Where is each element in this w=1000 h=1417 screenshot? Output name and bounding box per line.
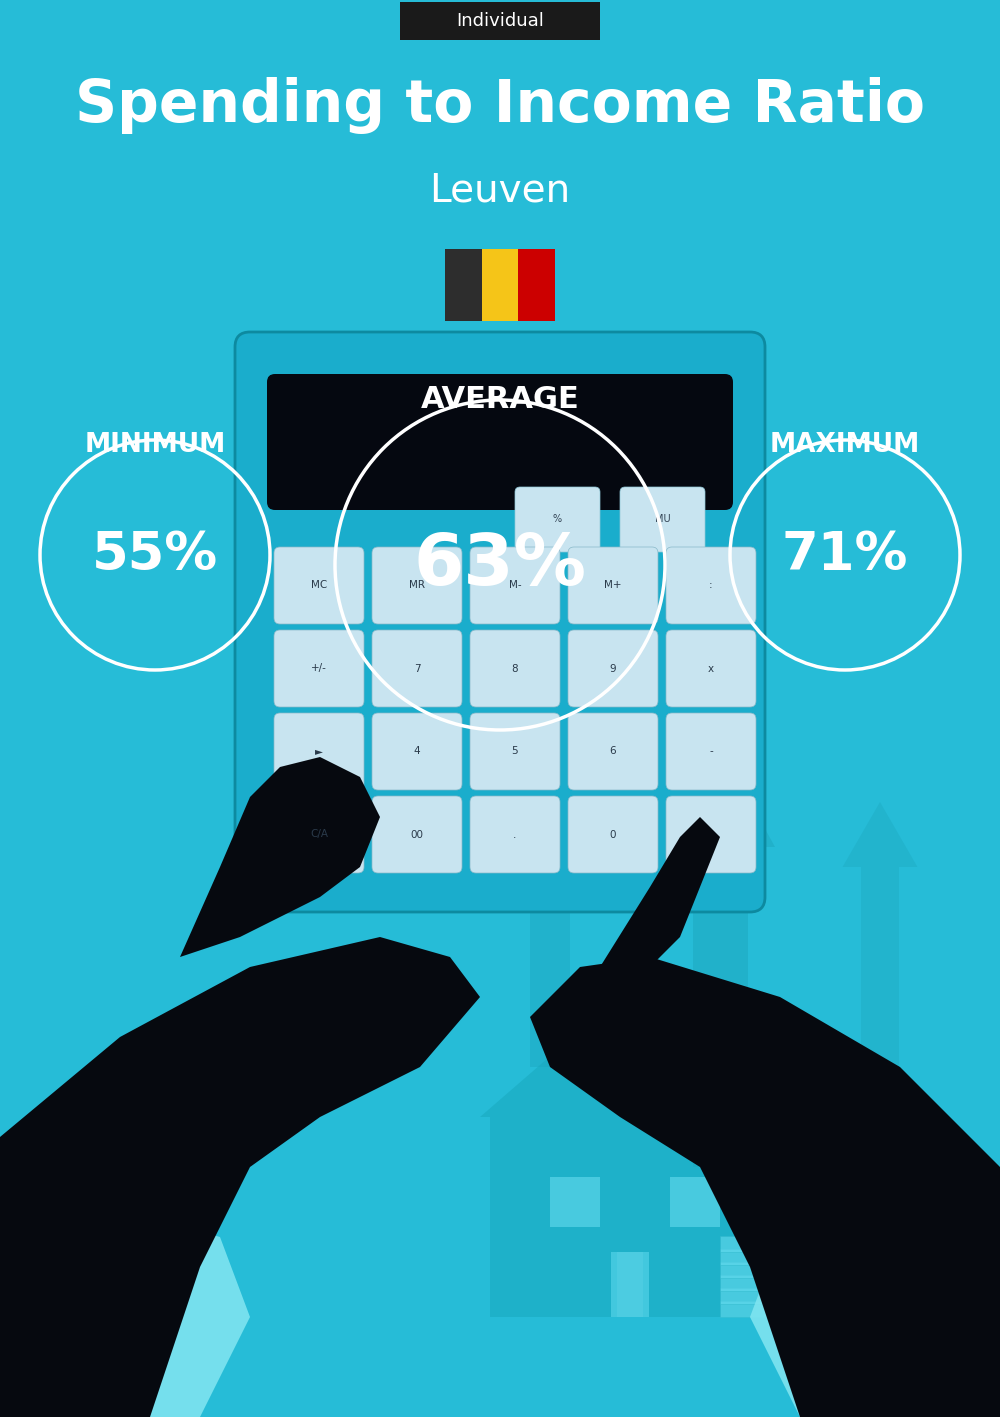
Bar — [482, 249, 518, 322]
FancyBboxPatch shape — [267, 374, 733, 510]
Text: 7: 7 — [414, 663, 420, 673]
Text: C/A: C/A — [310, 829, 328, 839]
Bar — [785, 1152, 815, 1176]
FancyBboxPatch shape — [470, 631, 560, 707]
Bar — [680, 1003, 702, 1058]
Text: MU: MU — [655, 514, 670, 524]
FancyBboxPatch shape — [470, 796, 560, 873]
FancyBboxPatch shape — [568, 547, 658, 623]
Text: MC: MC — [311, 581, 327, 591]
Text: 00: 00 — [411, 829, 424, 839]
Text: M-: M- — [509, 581, 521, 591]
Bar — [720, 1248, 850, 1265]
Bar — [611, 1253, 649, 1316]
Bar — [720, 1275, 850, 1291]
Text: Spending to Income Ratio: Spending to Income Ratio — [75, 77, 925, 133]
Text: x: x — [708, 663, 714, 673]
FancyBboxPatch shape — [372, 631, 462, 707]
Polygon shape — [480, 988, 780, 1117]
Bar — [720, 1288, 850, 1304]
Text: 8: 8 — [512, 663, 518, 673]
FancyBboxPatch shape — [274, 713, 364, 791]
Polygon shape — [180, 757, 380, 956]
Bar — [643, 1253, 649, 1316]
Text: 55%: 55% — [92, 529, 218, 581]
Polygon shape — [530, 956, 1000, 1417]
Polygon shape — [750, 1073, 910, 1146]
Text: 0: 0 — [610, 829, 616, 839]
Bar — [611, 1253, 617, 1316]
Text: Individual: Individual — [456, 11, 544, 30]
FancyBboxPatch shape — [470, 547, 560, 623]
FancyBboxPatch shape — [274, 631, 364, 707]
Bar — [720, 1263, 850, 1278]
Text: 71%: 71% — [782, 529, 908, 581]
Text: 9: 9 — [610, 663, 616, 673]
Text: -: - — [709, 747, 713, 757]
Text: M+: M+ — [604, 581, 622, 591]
Polygon shape — [843, 802, 918, 867]
Bar — [670, 1178, 720, 1227]
Text: $: $ — [899, 1227, 921, 1257]
FancyBboxPatch shape — [372, 796, 462, 873]
Polygon shape — [0, 937, 480, 1417]
Text: 63%: 63% — [414, 530, 586, 599]
Text: %: % — [553, 514, 562, 524]
FancyBboxPatch shape — [470, 713, 560, 791]
Text: 4: 4 — [414, 747, 420, 757]
FancyBboxPatch shape — [568, 796, 658, 873]
FancyBboxPatch shape — [372, 547, 462, 623]
FancyBboxPatch shape — [620, 487, 705, 553]
Bar — [550, 1178, 600, 1227]
Text: .: . — [513, 829, 517, 839]
FancyBboxPatch shape — [568, 713, 658, 791]
Text: +/-: +/- — [311, 663, 327, 673]
FancyBboxPatch shape — [666, 713, 756, 791]
Polygon shape — [665, 747, 775, 847]
Text: :: : — [709, 581, 713, 591]
Polygon shape — [0, 1217, 250, 1417]
FancyBboxPatch shape — [666, 547, 756, 623]
Bar — [861, 867, 899, 1117]
FancyBboxPatch shape — [515, 487, 600, 553]
FancyBboxPatch shape — [235, 332, 765, 913]
Text: 5: 5 — [512, 747, 518, 757]
Text: 6: 6 — [610, 747, 616, 757]
Bar — [720, 1236, 850, 1253]
FancyBboxPatch shape — [400, 1, 600, 40]
FancyBboxPatch shape — [274, 796, 364, 873]
Polygon shape — [835, 1158, 985, 1322]
FancyBboxPatch shape — [568, 631, 658, 707]
FancyBboxPatch shape — [666, 631, 756, 707]
Polygon shape — [750, 1217, 1000, 1417]
Text: MR: MR — [409, 581, 425, 591]
Bar — [490, 1117, 770, 1316]
Bar — [892, 1138, 928, 1168]
Text: MAXIMUM: MAXIMUM — [770, 432, 920, 458]
Text: AVERAGE: AVERAGE — [421, 385, 579, 415]
Text: Leuven: Leuven — [429, 171, 571, 208]
Bar — [692, 847, 748, 1168]
Bar — [530, 847, 570, 1067]
Polygon shape — [600, 818, 720, 966]
Polygon shape — [510, 777, 590, 847]
FancyBboxPatch shape — [372, 713, 462, 791]
Text: MINIMUM: MINIMUM — [84, 432, 226, 458]
FancyBboxPatch shape — [274, 547, 364, 623]
Polygon shape — [745, 1170, 855, 1292]
Bar — [755, 1146, 905, 1267]
Bar — [445, 249, 482, 322]
Bar — [720, 1301, 850, 1316]
Text: ►: ► — [315, 747, 323, 757]
FancyBboxPatch shape — [666, 796, 756, 873]
Text: $: $ — [792, 1221, 808, 1241]
Bar — [518, 249, 555, 322]
